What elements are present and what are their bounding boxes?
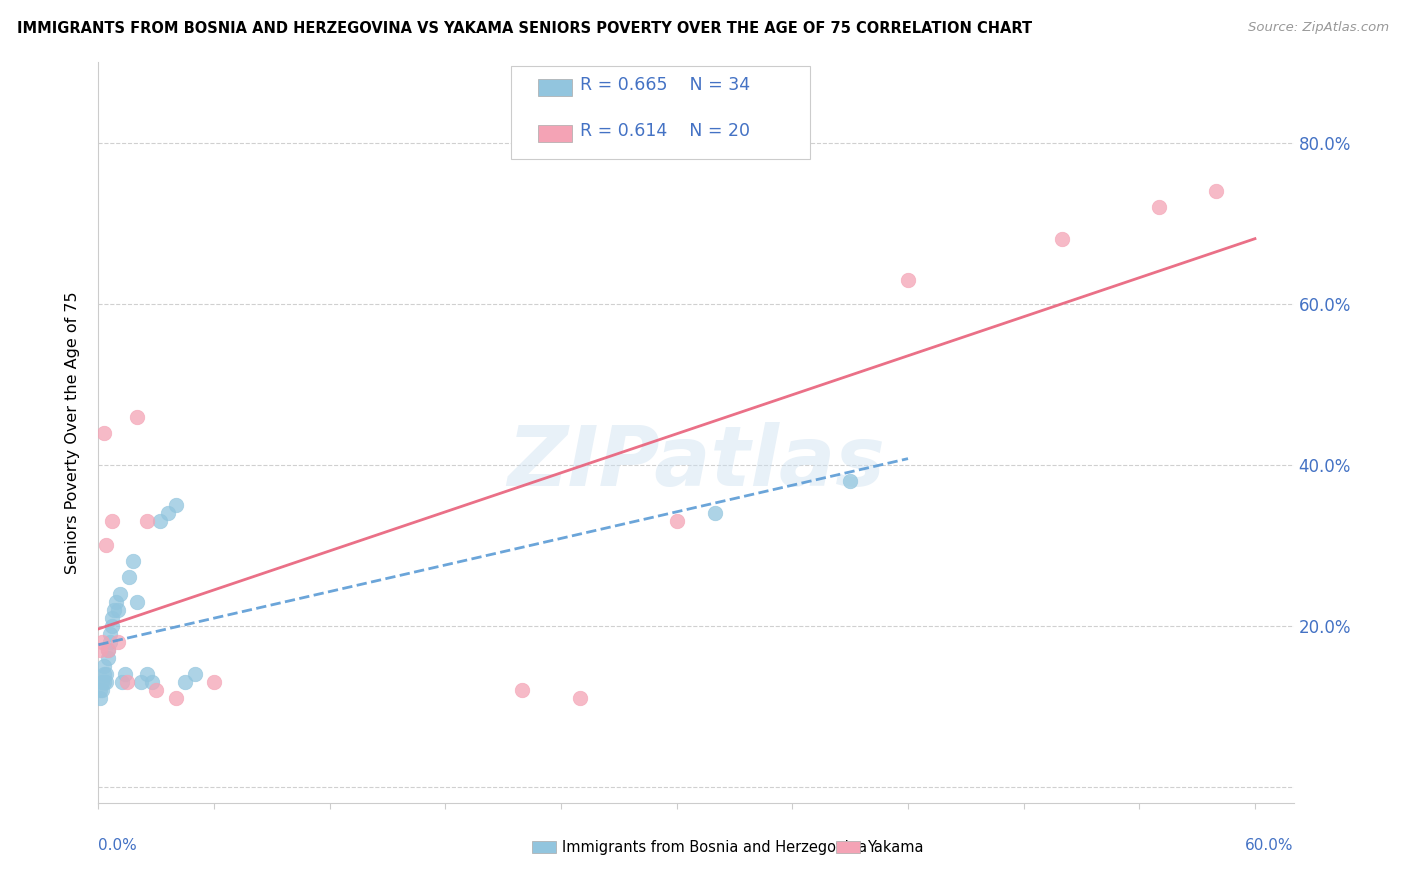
- Point: [89, 643, 111, 657]
- Point: [839, 474, 862, 488]
- FancyBboxPatch shape: [538, 79, 572, 95]
- Point: [94, 538, 117, 552]
- Point: [89, 691, 111, 706]
- Point: [122, 554, 145, 568]
- Point: [125, 409, 148, 424]
- Point: [97, 651, 120, 665]
- Text: Source: ZipAtlas.com: Source: ZipAtlas.com: [1249, 21, 1389, 34]
- Point: [135, 667, 157, 681]
- Text: IMMIGRANTS FROM BOSNIA AND HERZEGOVINA VS YAKAMA SENIORS POVERTY OVER THE AGE OF: IMMIGRANTS FROM BOSNIA AND HERZEGOVINA V…: [17, 21, 1032, 36]
- Point: [93, 667, 115, 681]
- Point: [98, 627, 121, 641]
- Point: [1205, 184, 1227, 198]
- Point: [117, 675, 139, 690]
- Text: 60.0%: 60.0%: [1246, 838, 1294, 854]
- Point: [202, 675, 225, 690]
- FancyBboxPatch shape: [538, 126, 572, 142]
- Point: [104, 594, 127, 608]
- Point: [897, 273, 920, 287]
- Text: 0.0%: 0.0%: [98, 838, 138, 854]
- Point: [114, 667, 136, 681]
- Point: [1147, 200, 1170, 214]
- Point: [91, 683, 114, 698]
- Point: [165, 498, 187, 512]
- Point: [97, 643, 120, 657]
- Point: [569, 691, 592, 706]
- Point: [174, 675, 197, 690]
- Text: R = 0.614    N = 20: R = 0.614 N = 20: [581, 122, 749, 140]
- Point: [135, 514, 157, 528]
- Text: Immigrants from Bosnia and Herzegovina: Immigrants from Bosnia and Herzegovina: [562, 839, 868, 855]
- Point: [94, 675, 117, 690]
- Point: [512, 683, 534, 698]
- Point: [97, 643, 120, 657]
- Point: [149, 514, 172, 528]
- Point: [704, 506, 727, 520]
- Point: [101, 610, 124, 624]
- Point: [129, 675, 152, 690]
- Text: Yakama: Yakama: [868, 839, 924, 855]
- Point: [98, 635, 121, 649]
- Point: [93, 425, 115, 440]
- Point: [94, 667, 117, 681]
- Point: [118, 570, 141, 584]
- Point: [145, 683, 167, 698]
- Text: R = 0.665    N = 34: R = 0.665 N = 34: [581, 77, 751, 95]
- Bar: [835, 841, 859, 853]
- Y-axis label: Seniors Poverty Over the Age of 75: Seniors Poverty Over the Age of 75: [65, 292, 80, 574]
- Point: [103, 602, 125, 616]
- Point: [107, 602, 129, 616]
- Point: [107, 635, 129, 649]
- Point: [141, 675, 163, 690]
- Point: [108, 586, 131, 600]
- Text: ZIPatlas: ZIPatlas: [508, 422, 884, 503]
- Point: [665, 514, 688, 528]
- Point: [93, 659, 115, 673]
- Point: [91, 635, 114, 649]
- Point: [165, 691, 187, 706]
- Point: [91, 675, 114, 690]
- Point: [125, 594, 148, 608]
- Point: [110, 675, 132, 690]
- Point: [89, 683, 111, 698]
- Point: [1050, 232, 1073, 246]
- Bar: [533, 841, 557, 853]
- Point: [93, 675, 115, 690]
- Point: [101, 619, 124, 633]
- Point: [156, 506, 179, 520]
- Point: [184, 667, 207, 681]
- Point: [101, 514, 124, 528]
- FancyBboxPatch shape: [510, 66, 810, 159]
